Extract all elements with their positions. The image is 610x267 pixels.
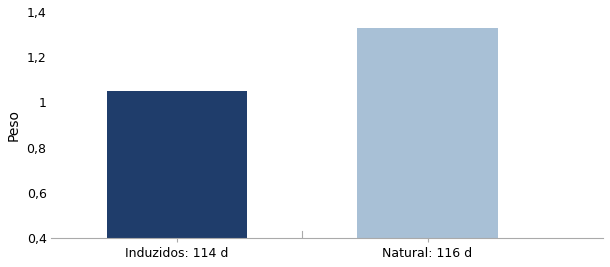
Bar bbox=[107, 91, 247, 267]
Bar bbox=[357, 28, 498, 267]
Y-axis label: Peso: Peso bbox=[7, 109, 21, 141]
